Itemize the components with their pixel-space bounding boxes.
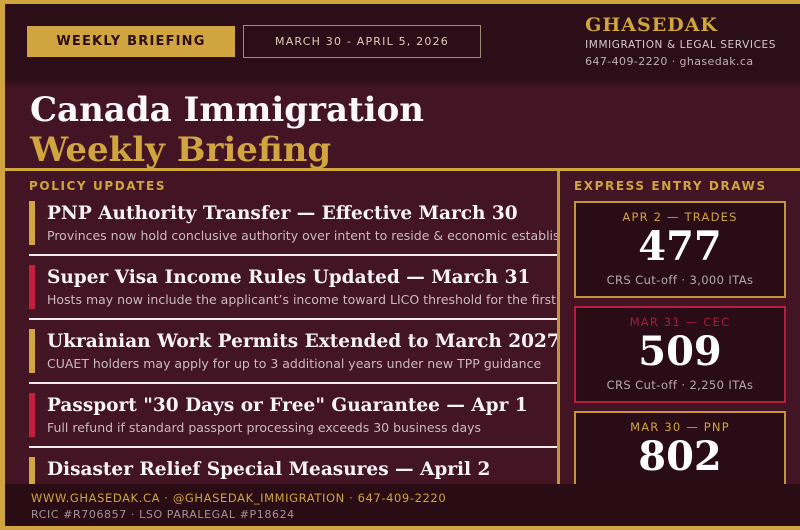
content-columns: POLICY UPDATES PNP Authority Transfer — … (5, 171, 800, 526)
policy-item: Super Visa Income Rules Updated — March … (29, 265, 557, 309)
weekly-briefing-badge: WEEKLY BRIEFING (27, 25, 235, 57)
policy-item-title: Super Visa Income Rules Updated — March … (47, 267, 531, 288)
policy-item-detail: Full refund if standard passport process… (47, 420, 482, 435)
footer-links: WWW.GHASEDAK.CA · @GHASEDAK_IMMIGRATION … (31, 491, 447, 505)
brand-contact: 647-409-2220 · ghasedak.ca (585, 54, 754, 68)
brand-tagline: IMMIGRATION & LEGAL SERVICES (585, 39, 776, 52)
draw-card-score: 802 (638, 433, 722, 480)
policy-item-title: Passport "30 Days or Free" Guarantee — A… (47, 395, 528, 416)
page-subtitle: Weekly Briefing (30, 130, 332, 171)
policy-item: PNP Authority Transfer — Effective March… (29, 201, 557, 245)
date-range-box: MARCH 30 - APRIL 5, 2026 (243, 24, 481, 58)
draw-card-label: APR 2 — TRADES (622, 210, 738, 224)
draw-card: APR 2 — TRADES 477 CRS Cut-off · 3,000 I… (574, 201, 786, 298)
policy-item-title: Ukrainian Work Permits Extended to March… (47, 331, 557, 352)
policy-item-detail: Hosts may now include the applicant’s in… (47, 292, 557, 307)
item-separator (29, 318, 557, 320)
item-separator (29, 446, 557, 448)
policy-item-detail: CUAET holders may apply for up to 3 addi… (47, 356, 542, 371)
draw-card-score: 509 (638, 328, 722, 375)
draw-card-list: APR 2 — TRADES 477 CRS Cut-off · 3,000 I… (574, 201, 786, 508)
policy-item-title: PNP Authority Transfer — Effective March… (47, 203, 518, 224)
draw-card-score: 477 (638, 223, 722, 270)
gold-divider-rule (5, 168, 800, 171)
item-separator (29, 254, 557, 256)
policy-item: Ukrainian Work Permits Extended to March… (29, 329, 557, 373)
express-entry-column: EXPRESS ENTRY DRAWS APR 2 — TRADES 477 C… (557, 171, 800, 526)
policy-item: Passport "30 Days or Free" Guarantee — A… (29, 393, 557, 437)
policy-list: PNP Authority Transfer — Effective March… (29, 201, 557, 512)
footer-bar: WWW.GHASEDAK.CA · @GHASEDAK_IMMIGRATION … (5, 484, 800, 526)
brand-block: GHASEDAK IMMIGRATION & LEGAL SERVICES 64… (585, 14, 782, 69)
draw-card-label: MAR 30 — PNP (630, 420, 730, 434)
header-bar: WEEKLY BRIEFING MARCH 30 - APRIL 5, 2026… (5, 4, 800, 88)
draw-card-cutoff: CRS Cut-off · 3,000 ITAs (606, 273, 754, 287)
page-title-block: Canada Immigration Weekly Briefing (30, 90, 424, 170)
footer-credentials: RCIC #R706857 · LSO PARALEGAL #P18624 (31, 507, 295, 521)
policy-item-detail: Provinces now hold conclusive authority … (47, 228, 557, 243)
brand-name: GHASEDAK (585, 13, 718, 36)
page-title: Canada Immigration (30, 90, 424, 130)
item-separator (29, 382, 557, 384)
policy-updates-heading: POLICY UPDATES (29, 179, 167, 193)
draw-card-label: MAR 31 — CEC (629, 315, 731, 329)
policy-updates-column: POLICY UPDATES PNP Authority Transfer — … (5, 171, 557, 526)
policy-item-title: Disaster Relief Special Measures — April… (47, 459, 491, 480)
express-entry-heading: EXPRESS ENTRY DRAWS (574, 179, 767, 193)
draw-card: MAR 31 — CEC 509 CRS Cut-off · 2,250 ITA… (574, 306, 786, 403)
draw-card-cutoff: CRS Cut-off · 2,250 ITAs (606, 378, 754, 392)
